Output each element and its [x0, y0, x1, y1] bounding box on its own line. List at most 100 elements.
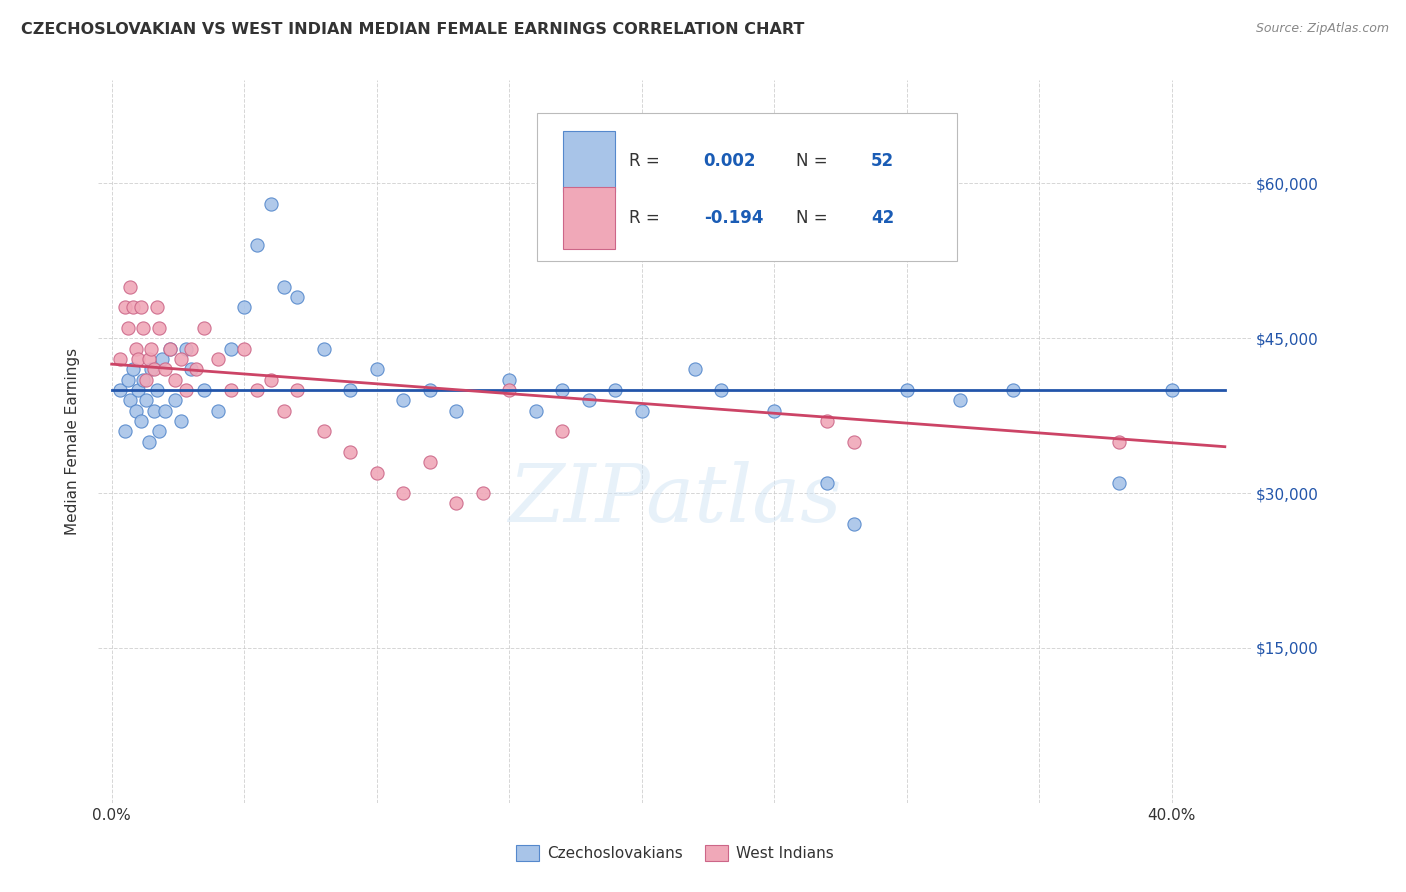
- Text: 0.002: 0.002: [704, 153, 756, 170]
- Text: -0.194: -0.194: [704, 209, 763, 227]
- Point: [148, 321, 170, 335]
- Point: [120, 279, 142, 293]
- Point: [498, 373, 520, 387]
- Text: R =: R =: [628, 153, 665, 170]
- Point: [150, 351, 173, 366]
- Point: [551, 424, 574, 438]
- Point: [260, 197, 283, 211]
- Point: [117, 321, 139, 335]
- Text: Source: ZipAtlas.com: Source: ZipAtlas.com: [1256, 22, 1389, 36]
- Point: [180, 342, 202, 356]
- Point: [815, 475, 838, 490]
- Text: CZECHOSLOVAKIAN VS WEST INDIAN MEDIAN FEMALE EARNINGS CORRELATION CHART: CZECHOSLOVAKIAN VS WEST INDIAN MEDIAN FE…: [21, 22, 804, 37]
- Point: [207, 403, 229, 417]
- Point: [153, 403, 176, 417]
- Point: [444, 496, 467, 510]
- Point: [233, 342, 256, 356]
- Point: [114, 301, 136, 315]
- Point: [127, 383, 149, 397]
- Text: ZIPatlas: ZIPatlas: [508, 460, 842, 538]
- Point: [260, 373, 283, 387]
- Point: [419, 455, 441, 469]
- Point: [233, 301, 256, 315]
- Point: [141, 362, 163, 376]
- Point: [135, 393, 157, 408]
- Point: [135, 373, 157, 387]
- Text: 42: 42: [870, 209, 894, 227]
- Point: [246, 383, 269, 397]
- Point: [165, 373, 187, 387]
- Point: [165, 393, 187, 408]
- Point: [524, 403, 547, 417]
- Point: [114, 424, 136, 438]
- Point: [392, 486, 415, 500]
- Point: [339, 383, 361, 397]
- Point: [312, 424, 335, 438]
- Point: [129, 301, 152, 315]
- Point: [683, 362, 706, 376]
- Point: [138, 434, 160, 449]
- Point: [129, 414, 152, 428]
- Point: [842, 434, 865, 449]
- Point: [285, 290, 308, 304]
- Point: [145, 301, 167, 315]
- Point: [148, 424, 170, 438]
- Text: R =: R =: [628, 209, 665, 227]
- Text: N =: N =: [796, 209, 832, 227]
- Point: [578, 393, 600, 408]
- Point: [605, 383, 627, 397]
- Bar: [562, 131, 614, 192]
- Legend: Czechoslovakians, West Indians: Czechoslovakians, West Indians: [510, 839, 839, 867]
- Point: [207, 351, 229, 366]
- Bar: [562, 187, 614, 249]
- Point: [1108, 475, 1130, 490]
- FancyBboxPatch shape: [537, 112, 957, 260]
- Point: [127, 351, 149, 366]
- Point: [159, 342, 181, 356]
- Point: [273, 403, 295, 417]
- Point: [710, 383, 733, 397]
- Point: [193, 383, 215, 397]
- Point: [339, 445, 361, 459]
- Point: [124, 342, 146, 356]
- Point: [551, 383, 574, 397]
- Point: [108, 383, 131, 397]
- Point: [842, 517, 865, 532]
- Point: [949, 393, 972, 408]
- Point: [174, 342, 197, 356]
- Point: [117, 373, 139, 387]
- Point: [366, 466, 388, 480]
- Point: [186, 362, 208, 376]
- Point: [120, 393, 142, 408]
- Point: [366, 362, 388, 376]
- Point: [108, 351, 131, 366]
- Point: [143, 362, 166, 376]
- Point: [122, 301, 145, 315]
- Point: [763, 403, 786, 417]
- Point: [392, 393, 415, 408]
- Text: N =: N =: [796, 153, 832, 170]
- Text: 52: 52: [870, 153, 894, 170]
- Point: [896, 383, 918, 397]
- Point: [246, 238, 269, 252]
- Point: [174, 383, 197, 397]
- Point: [815, 414, 838, 428]
- Y-axis label: Median Female Earnings: Median Female Earnings: [65, 348, 80, 535]
- Point: [312, 342, 335, 356]
- Point: [141, 342, 163, 356]
- Point: [285, 383, 308, 397]
- Point: [219, 342, 242, 356]
- Point: [471, 486, 494, 500]
- Point: [143, 403, 166, 417]
- Point: [153, 362, 176, 376]
- Point: [132, 321, 155, 335]
- Point: [145, 383, 167, 397]
- Point: [219, 383, 242, 397]
- Point: [159, 342, 181, 356]
- Point: [132, 373, 155, 387]
- Point: [124, 403, 146, 417]
- Point: [498, 383, 520, 397]
- Point: [273, 279, 295, 293]
- Point: [1108, 434, 1130, 449]
- Point: [630, 403, 652, 417]
